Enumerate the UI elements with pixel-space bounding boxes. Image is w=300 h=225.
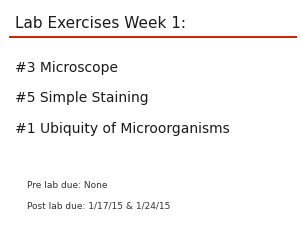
Text: #1 Ubiquity of Microorganisms: #1 Ubiquity of Microorganisms	[15, 122, 230, 135]
Text: Pre lab due: None: Pre lab due: None	[27, 181, 107, 190]
Text: #3 Microscope: #3 Microscope	[15, 61, 118, 75]
Text: #5 Simple Staining: #5 Simple Staining	[15, 91, 148, 105]
Text: Lab Exercises Week 1:: Lab Exercises Week 1:	[15, 16, 186, 31]
Text: Post lab due: 1/17/15 & 1/24/15: Post lab due: 1/17/15 & 1/24/15	[27, 201, 170, 210]
